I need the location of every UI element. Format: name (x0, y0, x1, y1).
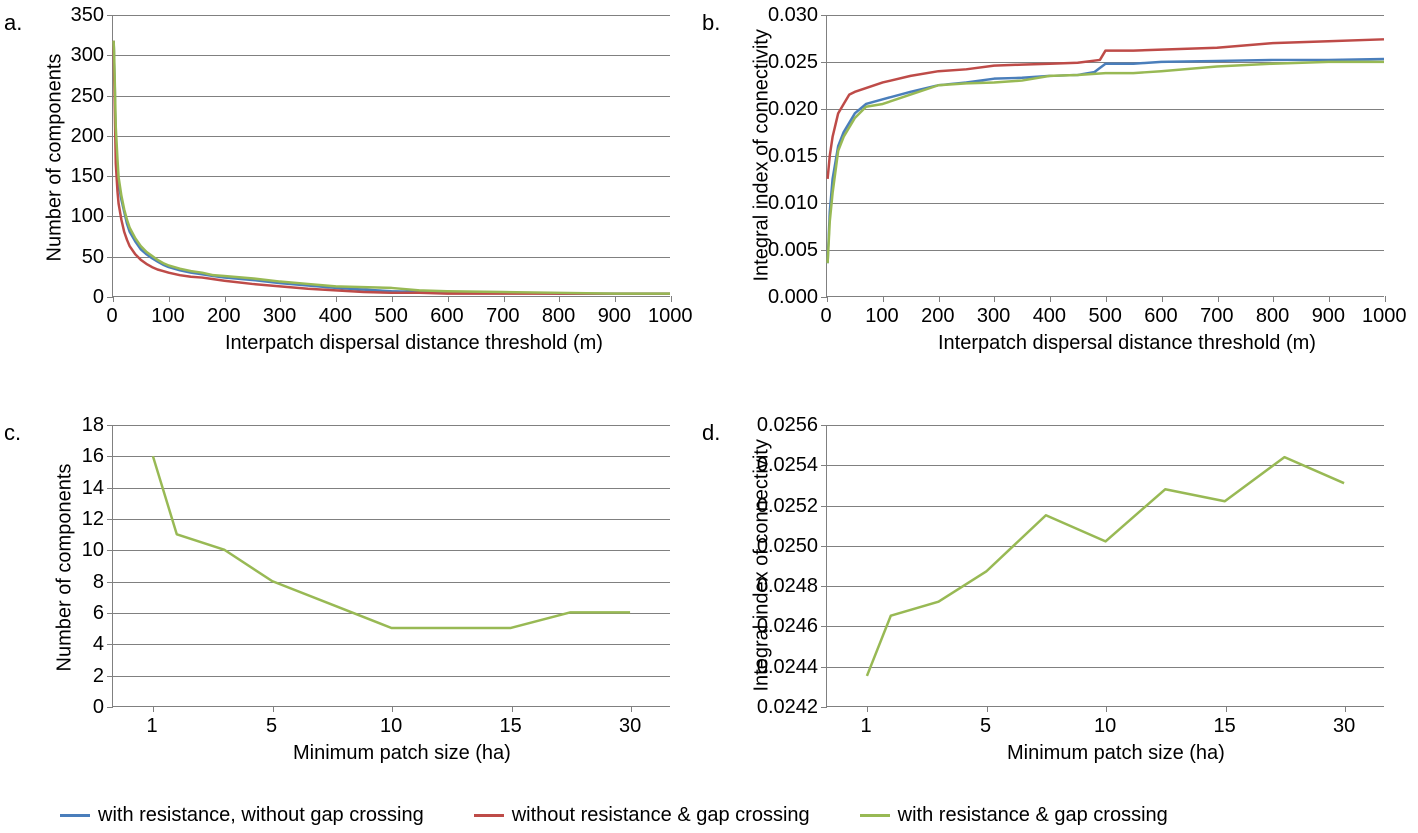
panel-d-label: d. (702, 420, 720, 446)
panel-b-xlabel: Interpatch dispersal distance threshold … (938, 332, 1316, 355)
panel-b-plot (826, 15, 1384, 297)
legend-item-3: with resistance & gap crossing (860, 804, 1168, 827)
legend: with resistance, without gap crossing wi… (60, 804, 1168, 827)
panel-a-label: a. (4, 10, 22, 36)
panel-c-ylabel: Number of components (54, 472, 77, 672)
legend-label-3: with resistance & gap crossing (898, 804, 1168, 827)
panel-d-xlabel: Minimum patch size (ha) (1007, 742, 1225, 765)
panel-d-plot (826, 425, 1384, 707)
panel-c-xlabel: Minimum patch size (ha) (293, 742, 511, 765)
panel-a-xlabel: Interpatch dispersal distance threshold … (225, 332, 603, 355)
legend-item-1: with resistance, without gap crossing (60, 804, 424, 827)
legend-label-1: with resistance, without gap crossing (98, 804, 424, 827)
panel-a-plot (112, 15, 670, 297)
legend-swatch-3 (860, 814, 890, 817)
legend-swatch-1 (60, 814, 90, 817)
legend-item-2: without resistance & gap crossing (474, 804, 810, 827)
legend-swatch-2 (474, 814, 504, 817)
figure-root: a. Number of components Interpatch dispe… (0, 0, 1418, 833)
panel-c-label: c. (4, 420, 21, 446)
panel-a-ylabel: Number of components (44, 62, 67, 262)
panel-b-label: b. (702, 10, 720, 36)
panel-c-plot (112, 425, 670, 707)
legend-label-2: without resistance & gap crossing (512, 804, 810, 827)
